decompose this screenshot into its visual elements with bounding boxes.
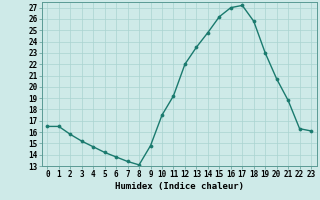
X-axis label: Humidex (Indice chaleur): Humidex (Indice chaleur): [115, 182, 244, 191]
